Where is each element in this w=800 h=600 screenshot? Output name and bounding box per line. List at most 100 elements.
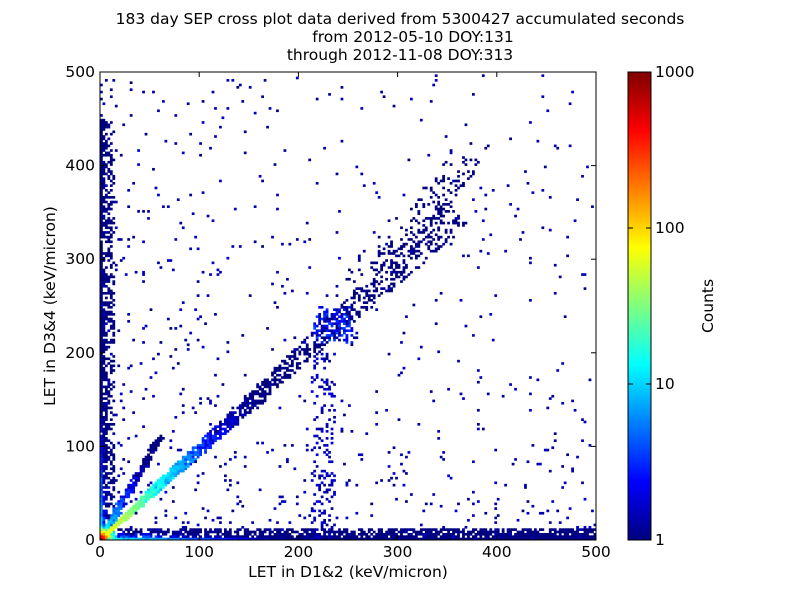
heatmap-cell [109,528,113,531]
heatmap-cell [196,446,200,450]
heatmap-cell [112,200,116,204]
heatmap-cell [333,329,336,333]
heatmap-cell [100,364,103,368]
heatmap-cell [109,317,113,321]
heatmap-cell [472,530,475,534]
heatmap-cell [457,535,460,538]
heatmap-cell [122,406,126,410]
heatmap-cell [313,493,317,496]
heatmap-cell [352,291,356,295]
heatmap-cell [100,212,103,216]
heatmap-cell [112,280,116,283]
heatmap-cell [231,509,235,513]
heatmap-cell [288,369,292,372]
heatmap-cell [127,245,131,248]
heatmap-cell [112,291,116,295]
heatmap-cell [387,537,391,541]
heatmap-cell [100,448,103,452]
heatmap-cell [107,280,111,283]
heatmap-cell [325,341,329,344]
heatmap-cell [100,310,103,314]
heatmap-cell [152,530,155,534]
heatmap-cell [159,437,163,440]
heatmap-cell [132,488,136,492]
heatmap-cell [164,139,168,143]
heatmap-cell [174,516,178,520]
heatmap-cell [400,462,403,466]
heatmap-cell [109,411,113,414]
heatmap-cell [206,441,210,445]
heatmap-cell [107,254,111,258]
heatmap-cell [243,465,247,468]
heatmap-cell [427,530,431,534]
heatmap-cell [360,535,364,538]
heatmap-cell [427,203,431,206]
heatmap-cell [323,518,326,522]
heatmap-cell [496,530,500,534]
y-tick-label: 500 [65,63,95,81]
heatmap-cell [189,331,193,335]
heatmap-cell [107,174,111,178]
heatmap-cell [496,537,500,541]
heatmap-cell [127,366,131,370]
heatmap-cell [387,252,391,255]
heatmap-cell [162,437,165,440]
heatmap-cell [286,528,289,531]
heatmap-cell [338,324,341,328]
heatmap-cell [400,371,403,375]
heatmap-cell [281,359,284,363]
heatmap-cell [176,448,180,452]
heatmap-cell [102,315,106,318]
heatmap-cell [100,490,103,494]
heatmap-cell [134,472,138,475]
heatmap-cell [328,359,331,363]
heatmap-cell [392,270,396,274]
heatmap-cell [246,406,250,410]
heatmap-cell [442,177,446,180]
heatmap-cell [117,532,121,536]
heatmap-cell [310,390,314,393]
heatmap-cell [395,263,398,267]
heatmap-cell [546,406,550,410]
heatmap-cell [100,273,103,276]
heatmap-cell [499,535,503,538]
heatmap-cell [124,528,128,531]
heatmap-cell [102,118,106,122]
heatmap-cell [104,303,108,307]
heatmap-cell [472,537,475,541]
heatmap-cell [164,532,168,536]
heatmap-cell [104,301,108,304]
heatmap-cell [238,500,242,503]
heatmap-cell [390,252,393,255]
heatmap-cell [345,528,349,531]
heatmap-cell [335,310,339,314]
heatmap-cell [107,249,111,253]
heatmap-cell [157,479,160,482]
heatmap-cell [102,329,106,333]
heatmap-cell [189,132,193,136]
heatmap-cell [357,256,361,260]
heatmap-cell [104,348,108,351]
heatmap-cell [474,210,478,213]
heatmap-cell [124,535,128,538]
heatmap-cell [142,327,145,330]
heatmap-cell [457,170,460,173]
heatmap-cell [407,537,411,541]
heatmap-cell [114,511,118,515]
heatmap-cell [206,397,210,400]
heatmap-cell [553,439,557,443]
heatmap-cell [397,247,401,251]
heatmap-cell [338,338,341,342]
heatmap-cell [228,532,232,536]
heatmap-cell [109,275,113,279]
heatmap-cell [313,516,317,520]
heatmap-cell [139,502,143,506]
heatmap-cell [494,507,498,510]
heatmap-cell [109,364,113,368]
heatmap-cell [429,235,433,239]
heatmap-cell [419,240,423,244]
heatmap-cell [509,137,512,141]
heatmap-cell [127,437,131,440]
heatmap-cell [209,432,212,435]
heatmap-cell [521,532,525,536]
